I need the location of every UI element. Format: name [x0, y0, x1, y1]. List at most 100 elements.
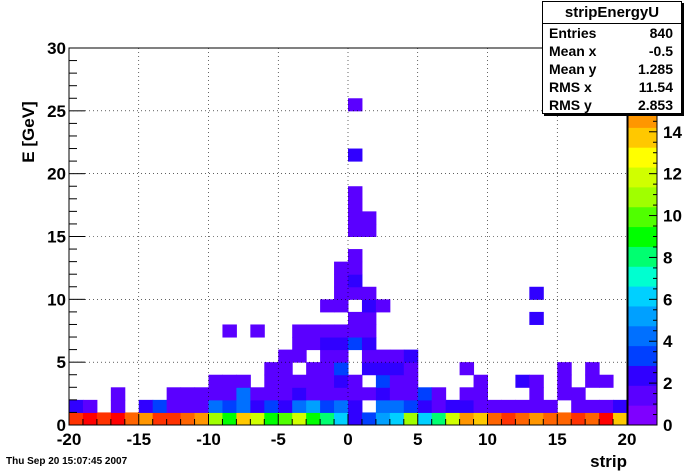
heatmap-cell — [515, 412, 530, 426]
heatmap-cell — [361, 362, 377, 376]
heatmap-cell — [82, 399, 98, 413]
heatmap-cell — [110, 387, 126, 401]
heatmap-cell — [501, 399, 516, 413]
heatmap-cell — [320, 324, 335, 338]
heatmap-cell — [487, 399, 502, 413]
heatmap-cell — [82, 412, 98, 426]
heatmap-cell — [264, 374, 279, 388]
heatmap-cell — [529, 286, 544, 300]
heatmap-cell — [348, 374, 363, 388]
heatmap-cell — [571, 387, 586, 401]
y-axis-title: E [GeV] — [19, 101, 38, 162]
heatmap-cell — [361, 324, 377, 338]
heatmap-cell — [208, 387, 223, 401]
x-tick-label: 0 — [343, 430, 352, 449]
heatmap-cell — [334, 399, 349, 413]
heatmap-cell — [515, 374, 530, 388]
palette-tick-label: 6 — [663, 290, 672, 309]
heatmap-cell — [348, 399, 363, 413]
heatmap-cell — [361, 337, 377, 351]
heatmap-cell — [529, 412, 544, 426]
heatmap-cell — [222, 412, 237, 426]
heatmap-cell — [585, 412, 600, 426]
heatmap-cell — [529, 399, 544, 413]
heatmap-cell — [222, 399, 237, 413]
palette-swatch — [628, 266, 657, 287]
heatmap-cell — [473, 387, 488, 401]
heatmap-cell — [361, 387, 377, 401]
heatmap-cell — [334, 261, 349, 275]
heatmap-cell — [166, 387, 182, 401]
heatmap-cell — [375, 349, 391, 363]
heatmap-cell — [389, 349, 405, 363]
palette-swatch — [628, 385, 657, 406]
heatmap-cell — [403, 374, 419, 388]
heatmap-cell — [180, 399, 196, 413]
heatmap-cell — [375, 412, 391, 426]
heatmap-cell — [599, 374, 614, 388]
heatmap-cell — [320, 299, 335, 313]
palette-swatch — [628, 167, 657, 188]
heatmap-cell — [250, 324, 265, 338]
heatmap-cell — [69, 412, 84, 426]
stats-row-rms-y: RMS y 2.853 — [543, 96, 681, 114]
heatmap-cell — [459, 412, 475, 426]
heatmap-cell — [361, 299, 377, 313]
heatmap-cell — [501, 412, 516, 426]
heatmap-cell — [166, 399, 182, 413]
heatmap-cell — [459, 387, 475, 401]
heatmap-cell — [124, 412, 140, 426]
heatmap-cell — [110, 412, 126, 426]
heatmap-cell — [166, 412, 182, 426]
heatmap-cell — [348, 324, 363, 338]
palette-swatch — [628, 365, 657, 386]
heatmap-cell — [292, 412, 307, 426]
heatmap-cell — [403, 387, 419, 401]
heatmap-cell — [152, 399, 168, 413]
heatmap-cell — [250, 399, 265, 413]
heatmap-cell — [236, 387, 251, 401]
heatmap-cell — [250, 387, 265, 401]
stats-box: stripEnergyU Entries 840 Mean x -0.5 Mea… — [542, 1, 682, 114]
stats-row-entries: Entries 840 — [543, 24, 681, 42]
timestamp: Thu Sep 20 15:07:45 2007 — [6, 456, 128, 467]
heatmap-cell — [320, 387, 335, 401]
heatmap-cell — [361, 286, 377, 300]
stats-row-mean-x: Mean x -0.5 — [543, 42, 681, 60]
stats-value: 2.853 — [637, 97, 673, 113]
x-tick-label: -10 — [196, 430, 221, 449]
palette-tick-label: 14 — [663, 123, 682, 142]
palette-swatch — [628, 405, 657, 426]
y-tick-label: 15 — [47, 228, 66, 247]
heatmap-cell — [236, 374, 251, 388]
palette-tick-label: 2 — [663, 374, 672, 393]
heatmap-cell — [459, 399, 475, 413]
heatmap-cell — [334, 274, 349, 288]
heatmap-cell — [361, 349, 377, 363]
heatmap-cell — [278, 399, 293, 413]
heatmap-cell — [180, 387, 196, 401]
heatmap-cell — [320, 362, 335, 376]
heatmap-cell — [250, 412, 265, 426]
heatmap-cell — [208, 374, 223, 388]
heatmap-cell — [334, 374, 349, 388]
heatmap-cell — [264, 387, 279, 401]
palette-swatch — [628, 345, 657, 366]
heatmap-cell — [110, 399, 126, 413]
heatmap-cell — [473, 374, 488, 388]
heatmap-cell — [334, 337, 349, 351]
heatmap-cell — [278, 374, 293, 388]
heatmap-cell — [431, 387, 447, 401]
palette-swatch — [628, 226, 657, 247]
heatmap-cell — [278, 349, 293, 363]
color-palette: 0246810121416 — [627, 47, 682, 435]
heatmap-cell — [417, 412, 433, 426]
heatmap-cell — [348, 412, 363, 426]
heatmap-cell — [334, 387, 349, 401]
heatmap-cell — [557, 362, 572, 376]
palette-swatch — [628, 127, 657, 148]
heatmap-cell — [348, 148, 363, 162]
stats-box-title: stripEnergyU — [543, 2, 681, 24]
palette-swatch — [628, 147, 657, 168]
x-tick-label: 5 — [413, 430, 422, 449]
